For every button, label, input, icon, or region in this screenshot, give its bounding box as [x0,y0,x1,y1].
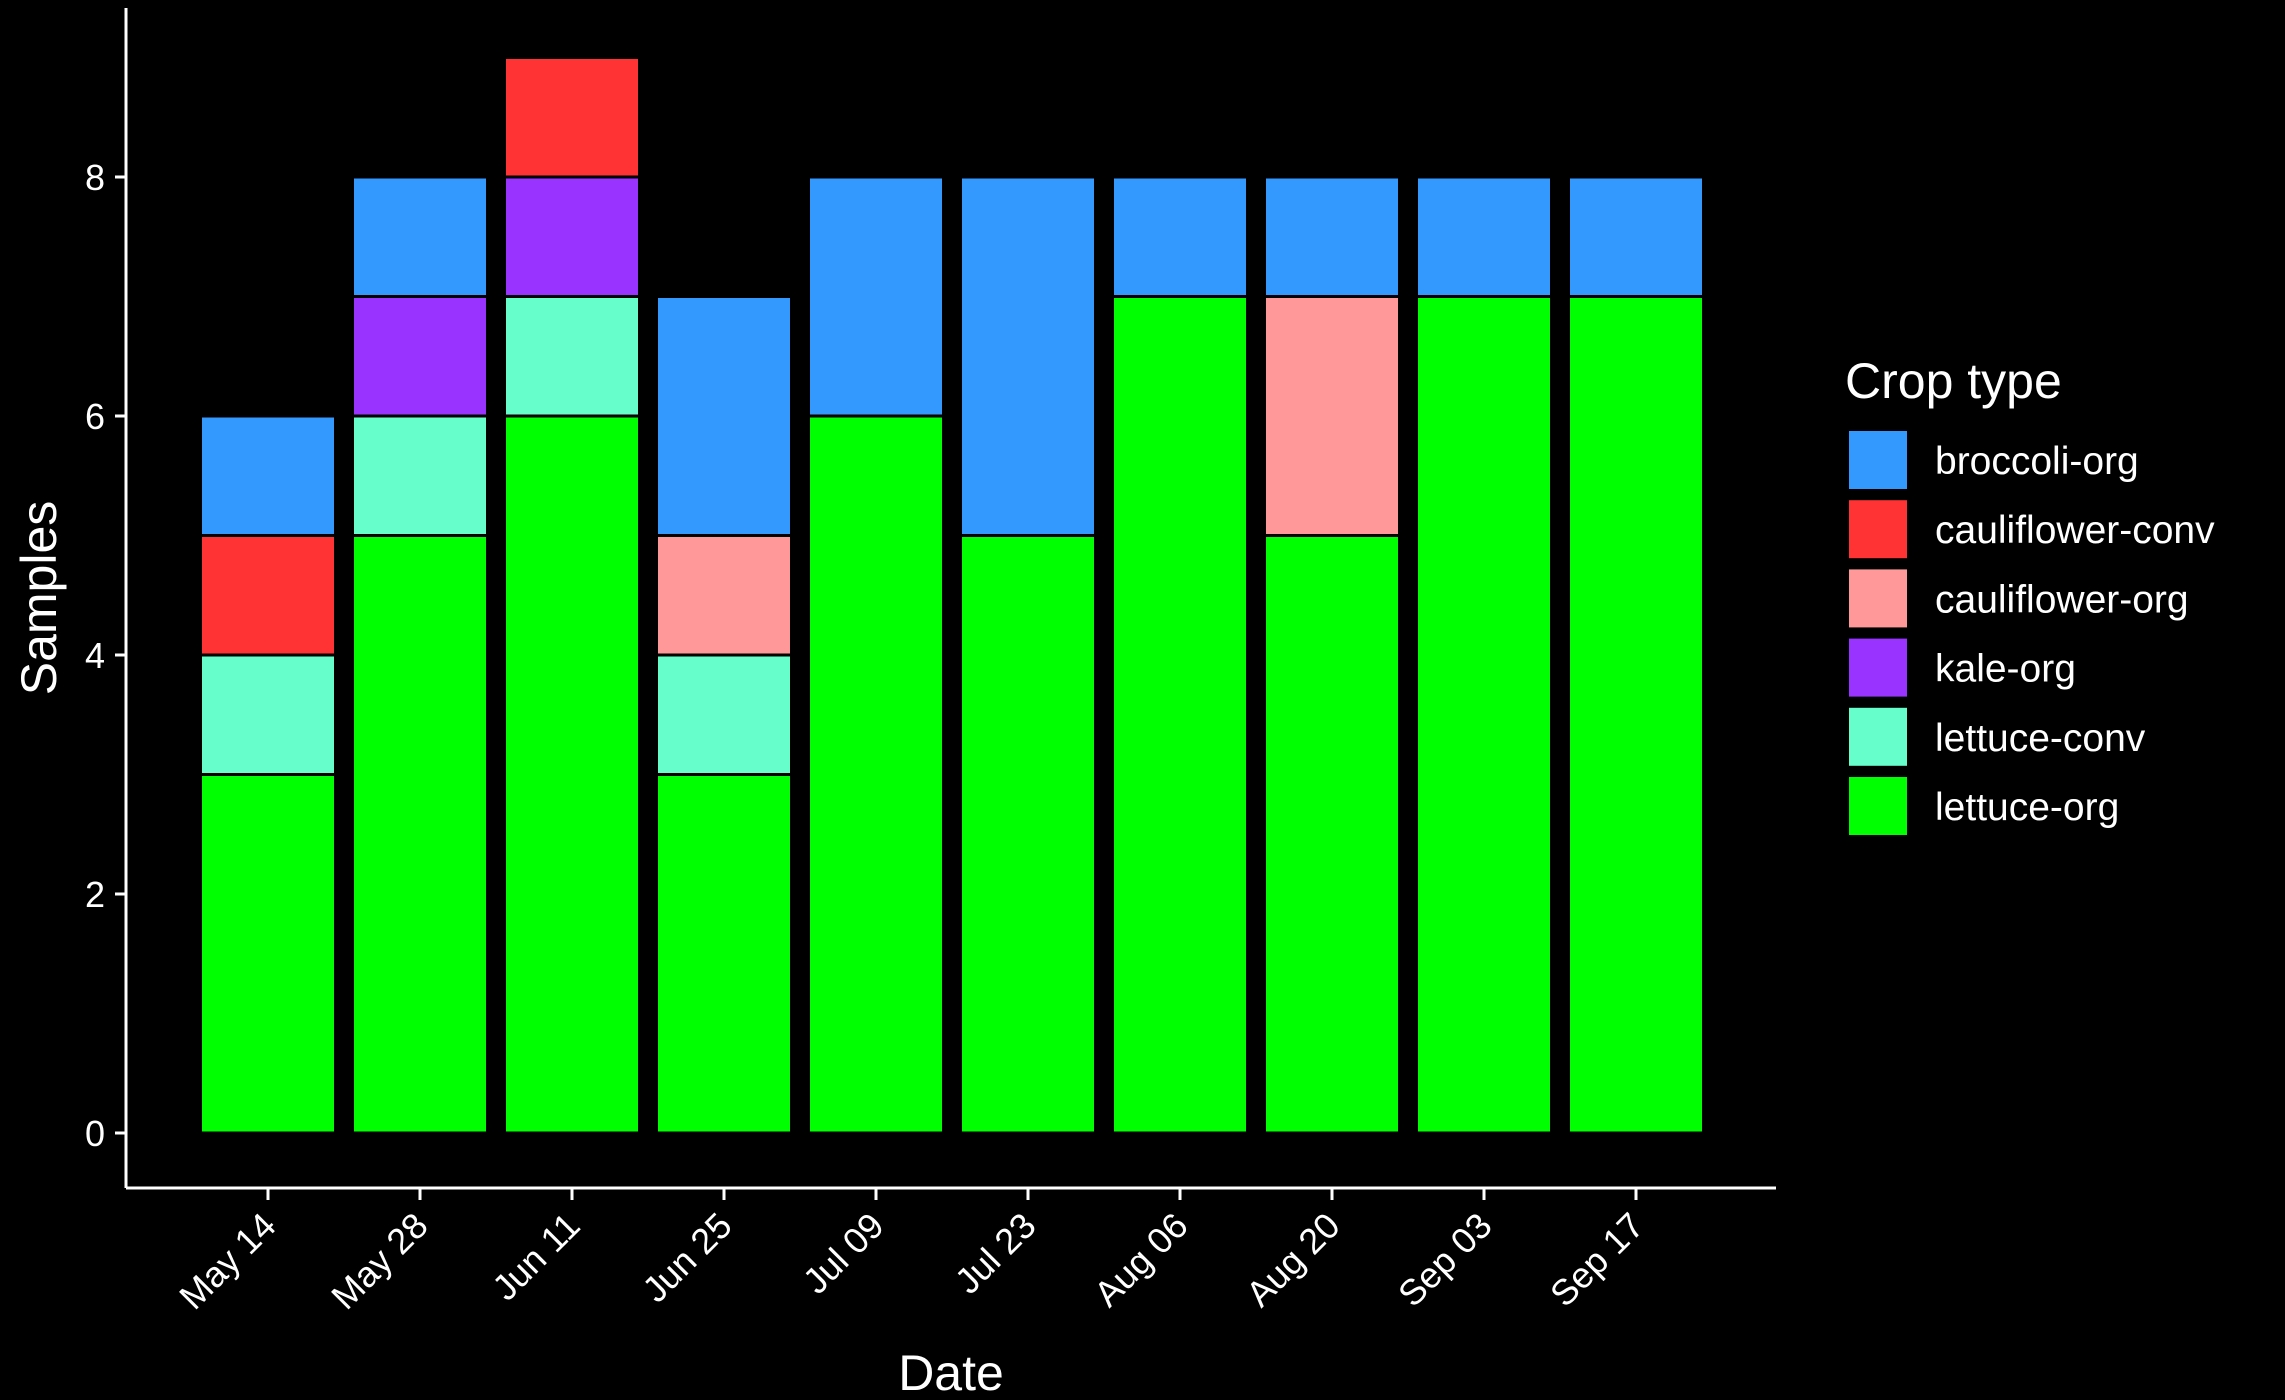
bar-jun-11-cauliflower-conv [505,58,640,178]
bar-jun-25-broccoli-org [657,297,792,536]
bar-may-14-broccoli-org [201,416,336,536]
y-tick-label: 4 [85,635,105,676]
bar-jun-25-cauliflower-org [657,536,792,656]
y-tick-label: 6 [85,396,105,437]
bar-may-28-kale-org [353,297,488,417]
bar-may-28-lettuce-conv [353,416,488,536]
y-tick-label: 2 [85,874,105,915]
legend-swatch-kale-org [1849,639,1907,697]
y-axis-title: Samples [11,501,67,696]
bar-may-14-cauliflower-conv [201,536,336,656]
bar-sep-17-lettuce-org [1569,297,1704,1134]
legend-label-broccoli-org: broccoli-org [1935,440,2139,483]
bar-jul-23-lettuce-org [961,536,1096,1134]
bar-may-14-lettuce-conv [201,655,336,775]
legend-label-lettuce-conv: lettuce-conv [1935,717,2146,760]
bar-sep-03-broccoli-org [1417,177,1552,297]
legend-label-cauliflower-org: cauliflower-org [1935,578,2189,621]
x-axis-title: Date [898,1345,1004,1400]
bar-jun-25-lettuce-org [657,775,792,1134]
bar-jun-11-lettuce-conv [505,297,640,417]
bar-jul-09-lettuce-org [809,416,944,1133]
bar-aug-06-broccoli-org [1113,177,1248,297]
bar-may-28-broccoli-org [353,177,488,297]
bar-jun-25-lettuce-conv [657,655,792,775]
legend-title: Crop type [1845,353,2062,409]
legend-swatch-cauliflower-org [1849,569,1907,627]
bar-aug-06-lettuce-org [1113,297,1248,1134]
bar-may-28-lettuce-org [353,536,488,1134]
bar-aug-20-cauliflower-org [1265,297,1400,536]
bar-aug-20-lettuce-org [1265,536,1400,1134]
bar-sep-03-lettuce-org [1417,297,1552,1134]
legend-swatch-broccoli-org [1849,431,1907,489]
bar-jul-09-broccoli-org [809,177,944,416]
bar-jun-11-kale-org [505,177,640,297]
y-tick-label: 0 [85,1113,105,1154]
legend-swatch-cauliflower-conv [1849,500,1907,558]
legend-label-kale-org: kale-org [1935,648,2076,691]
y-tick-label: 8 [85,157,105,198]
bar-aug-20-broccoli-org [1265,177,1400,297]
bar-jul-23-broccoli-org [961,177,1096,536]
bar-may-14-lettuce-org [201,775,336,1134]
bar-sep-17-broccoli-org [1569,177,1704,297]
legend-label-lettuce-org: lettuce-org [1935,786,2119,829]
legend-swatch-lettuce-conv [1849,708,1907,766]
legend-label-cauliflower-conv: cauliflower-conv [1935,509,2215,552]
bar-jun-11-lettuce-org [505,416,640,1133]
legend-swatch-lettuce-org [1849,777,1907,835]
